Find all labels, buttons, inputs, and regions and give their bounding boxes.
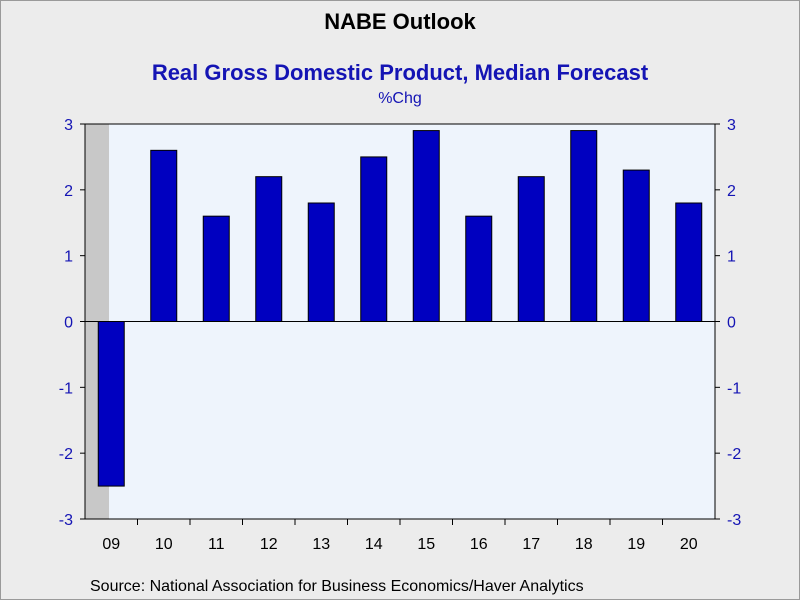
y-tick-label-left: -2: [59, 446, 73, 463]
y-tick-label-right: 1: [727, 249, 736, 266]
x-tick-label-16: 16: [470, 536, 488, 553]
x-tick-label-14: 14: [365, 536, 383, 553]
chart-subtitle: Real Gross Domestic Product, Median Fore…: [151, 60, 649, 85]
bar-11: [202, 215, 230, 323]
x-tick-label-09: 09: [102, 536, 120, 553]
bar-15: [412, 130, 440, 322]
x-tick-label-20: 20: [680, 536, 698, 553]
x-tick-label-15: 15: [417, 536, 435, 553]
y-tick-label-left: 2: [64, 183, 73, 200]
y-tick-label-right: 3: [727, 117, 736, 134]
y-tick-label-right: 0: [727, 315, 736, 332]
x-tick-label-13: 13: [312, 536, 330, 553]
bar-16: [465, 215, 493, 323]
y-tick-label-left: -1: [59, 380, 73, 397]
bar-13: [307, 202, 335, 322]
bar-09: [97, 321, 125, 487]
y-tick-label-right: -1: [727, 380, 741, 397]
y-tick-label-left: 3: [64, 117, 73, 134]
source-note: Source: National Association for Busines…: [90, 578, 584, 595]
y-axis-unit-label: %Chg: [378, 90, 422, 107]
y-tick-label-left: 0: [64, 315, 73, 332]
y-tick-label-left: 1: [64, 249, 73, 266]
y-tick-label-left: -3: [59, 512, 73, 529]
bar-12: [255, 176, 283, 322]
y-tick-label-right: -2: [727, 446, 741, 463]
bar-19: [622, 169, 650, 322]
x-tick-label-10: 10: [155, 536, 173, 553]
x-tick-label-19: 19: [627, 536, 645, 553]
y-tick-label-right: -3: [727, 512, 741, 529]
y-tick-label-right: 2: [727, 183, 736, 200]
bar-18: [570, 130, 598, 322]
bar-10: [150, 149, 178, 322]
bar-20: [675, 202, 703, 322]
x-tick-label-11: 11: [208, 536, 225, 553]
bar-14: [360, 156, 388, 322]
x-tick-label-12: 12: [260, 536, 278, 553]
chart-title: NABE Outlook: [324, 9, 476, 34]
x-tick-label-18: 18: [575, 536, 593, 553]
bar-17: [517, 176, 545, 322]
x-tick-label-17: 17: [522, 536, 540, 553]
